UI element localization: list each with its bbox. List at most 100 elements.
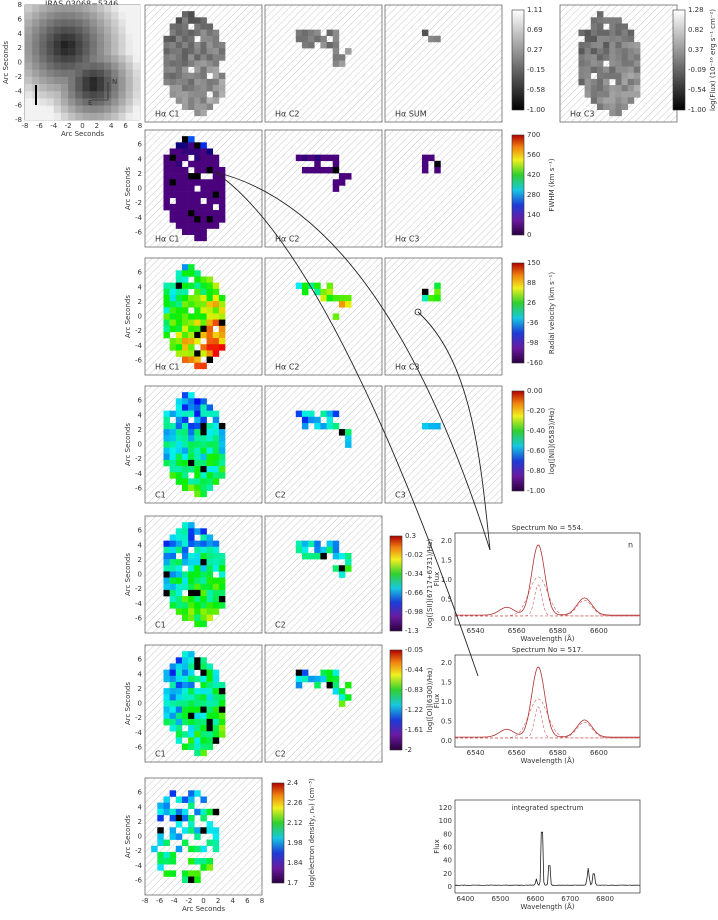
map-pixel: [181, 441, 189, 448]
map-pixel: [590, 91, 598, 98]
image-pixel: [125, 33, 134, 42]
map-pixel: [163, 41, 170, 49]
map-pixel: [163, 802, 170, 810]
map-pixel: [194, 72, 201, 80]
y-axis-label: Arc Seconds: [2, 41, 10, 84]
map-pixel: [584, 85, 592, 92]
map-pixel: [181, 870, 189, 877]
map-pixel: [194, 307, 201, 314]
image-pixel: [32, 62, 40, 70]
map-pixel: [584, 91, 592, 98]
map-pixel: [590, 23, 598, 30]
map-pixel: [163, 706, 170, 714]
map-pixel: [218, 78, 226, 86]
map-pixel: [434, 294, 441, 302]
image-pixel: [53, 69, 62, 78]
image-pixel: [89, 55, 98, 63]
map-pixel: [212, 589, 220, 597]
image-pixel: [118, 19, 126, 27]
map-pixel: [200, 845, 207, 853]
image-pixel: [96, 33, 105, 42]
map-pixel: [175, 712, 183, 720]
map-pixel: [218, 54, 226, 61]
map-pixel: [194, 737, 201, 744]
image-pixel: [25, 19, 33, 27]
map-pixel: [181, 839, 189, 847]
map-pixel: [188, 565, 195, 572]
map-pixel: [578, 78, 585, 86]
map-pixel: [194, 17, 201, 24]
map-pixel: [157, 814, 164, 822]
map-pixel: [200, 17, 207, 24]
map-pixel: [212, 78, 220, 86]
y-tick-label: 4: [138, 670, 143, 678]
map-pixel: [175, 91, 183, 98]
image-pixel: [53, 98, 62, 106]
map-pixel: [194, 41, 201, 49]
map-pixel: [188, 796, 195, 803]
map-pixel: [206, 301, 214, 308]
map-pixel: [212, 410, 220, 418]
map-pixel: [206, 288, 214, 296]
y-axis-label: Arc Seconds: [124, 553, 132, 596]
map-pixel: [212, 559, 220, 566]
map-pixel: [169, 173, 177, 180]
y-tick-label: 6: [138, 269, 143, 277]
map-pixel: [181, 731, 189, 738]
map-pixel: [345, 435, 352, 442]
map-pixel: [200, 827, 207, 834]
image-pixel: [96, 26, 105, 35]
colorbar-tick-label: -0.80: [527, 467, 545, 475]
map-pixel: [200, 459, 207, 467]
y-tick-label: 4: [138, 411, 143, 419]
map-pixel: [218, 552, 226, 560]
image-pixel: [39, 12, 47, 20]
map-pixel: [212, 453, 220, 461]
map-pixel: [212, 833, 220, 840]
map-pixel: [169, 422, 177, 430]
map-pixel: [200, 577, 207, 585]
map-pixel: [345, 552, 352, 560]
map-pixel: [163, 870, 170, 877]
map-pixel: [212, 197, 220, 205]
map-pixel: [609, 72, 616, 80]
map-pixel: [621, 91, 629, 98]
spectrum-frame: [454, 654, 641, 748]
map-pixel: [175, 571, 183, 578]
image-pixel: [46, 84, 55, 92]
image-pixel: [125, 40, 134, 49]
map-pixel: [200, 700, 207, 707]
map-pixel: [200, 571, 207, 578]
x-tick-label: 6540: [467, 749, 485, 757]
map-pixel: [175, 35, 183, 43]
colorbar-label: log([NII](6583)/Hα): [548, 408, 556, 475]
map-pixel: [175, 694, 183, 701]
map-pixel: [175, 148, 183, 155]
map-pixel: [621, 78, 629, 86]
map-pixel: [200, 602, 207, 609]
map-pixel: [194, 416, 201, 424]
map-pixel: [163, 435, 170, 442]
map-pixel: [169, 441, 177, 448]
map-pixel: [194, 743, 201, 750]
image-pixel: [125, 12, 134, 20]
map-pixel: [218, 422, 226, 430]
map-pixel: [194, 833, 201, 840]
map-pixel: [181, 688, 189, 695]
image-pixel: [111, 98, 119, 106]
map-pixel: [206, 307, 214, 314]
map-pixel: [188, 845, 195, 853]
panel-letter: n: [628, 541, 633, 550]
map-pixel: [332, 60, 340, 67]
map-pixel: [188, 737, 195, 744]
y-tick-label: 0: [138, 571, 142, 579]
map-pixel: [194, 338, 201, 345]
map-pixel: [175, 276, 183, 283]
map-pixel: [338, 60, 346, 67]
map-pixel: [308, 29, 315, 37]
map-pixel: [175, 669, 183, 677]
image-pixel: [118, 5, 126, 13]
map-pixel: [181, 216, 189, 223]
map-pixel: [345, 48, 352, 55]
map-pixel: [596, 97, 604, 104]
